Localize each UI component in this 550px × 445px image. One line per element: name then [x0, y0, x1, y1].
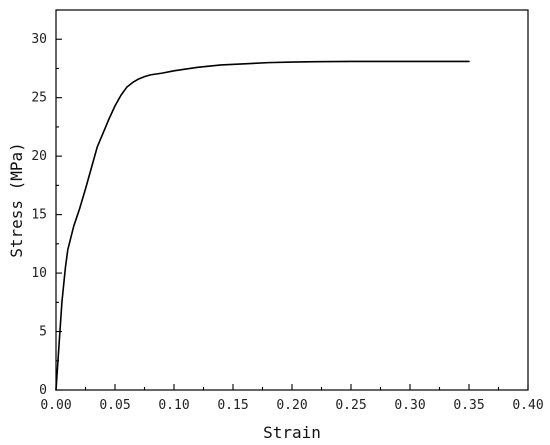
- y-tick-label: 30: [31, 32, 47, 47]
- y-axis-title: Stress (MPa): [7, 142, 26, 258]
- x-axis-ticks: 0.00 0.05 0.10 0.15 0.20 0.25 0.30 0.35 0.40: [40, 384, 544, 413]
- plot-border: [55, 9, 529, 391]
- y-tick-label: 25: [31, 91, 47, 106]
- x-tick-label: 0.05: [99, 398, 130, 413]
- y-tick-label: 0: [39, 383, 47, 398]
- stress-strain-line: [55, 60, 470, 391]
- y-tick-label: 20: [31, 149, 47, 164]
- y-tick-label: 5: [39, 325, 47, 340]
- x-tick-label: 0.00: [40, 398, 71, 413]
- y-tick-label: 10: [31, 266, 47, 281]
- y-axis-ticks: 0 5 10 15 20 25 30: [31, 9, 62, 398]
- x-tick-label: 0.40: [512, 398, 543, 413]
- y-tick-label: 15: [31, 208, 47, 223]
- x-axis-title: Strain: [263, 423, 321, 442]
- plot-frame: [55, 9, 529, 391]
- series-layer: [55, 60, 470, 391]
- x-tick-label: 0.20: [276, 398, 307, 413]
- x-tick-label: 0.35: [453, 398, 484, 413]
- x-tick-label: 0.25: [335, 398, 366, 413]
- x-tick-label: 0.30: [394, 398, 425, 413]
- x-tick-label: 0.15: [217, 398, 248, 413]
- x-tick-label: 0.10: [158, 398, 189, 413]
